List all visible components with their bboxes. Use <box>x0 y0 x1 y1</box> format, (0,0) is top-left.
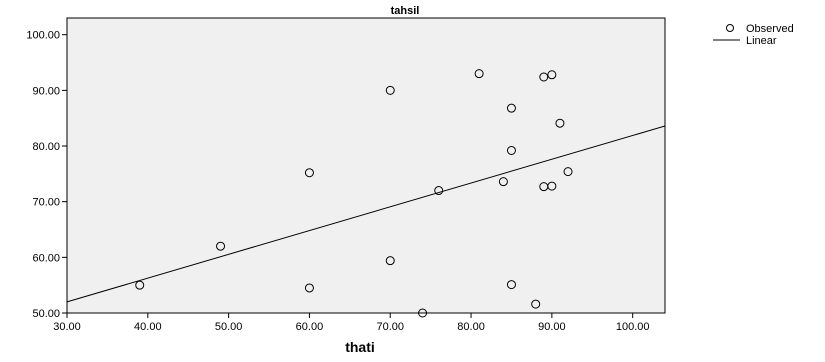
legend: Observed Linear <box>713 23 794 47</box>
scatter-points <box>135 69 573 318</box>
observed-point <box>474 69 484 79</box>
regression-line <box>66 125 666 303</box>
observed-point <box>304 168 314 178</box>
y-tick-label: 60.00 <box>32 252 60 264</box>
x-tick-label: 100.00 <box>616 321 650 333</box>
y-tick-label: 70.00 <box>32 197 60 209</box>
observed-point <box>385 85 395 95</box>
legend-observed-label: Observed <box>746 23 794 35</box>
x-tick-label: 80.00 <box>457 321 485 333</box>
observed-point <box>506 280 516 290</box>
observed-point <box>547 70 557 80</box>
observed-point <box>418 308 428 318</box>
observed-point <box>547 181 557 191</box>
observed-point <box>216 241 226 251</box>
observed-point <box>304 283 314 293</box>
observed-point <box>506 103 516 113</box>
observed-point <box>555 118 565 128</box>
y-tick-label: 50.00 <box>32 308 60 320</box>
observed-point <box>385 256 395 266</box>
x-tick-label: 60.00 <box>296 321 324 333</box>
observed-point <box>506 145 516 155</box>
x-tick-label: 30.00 <box>53 321 81 333</box>
x-tick-label: 90.00 <box>538 321 566 333</box>
observed-point <box>135 280 145 290</box>
observed-point <box>434 186 444 196</box>
observed-point <box>539 72 549 82</box>
legend-observed-marker <box>726 24 734 32</box>
plot-area <box>66 17 666 314</box>
observed-point <box>498 177 508 187</box>
chart-title: tahsil <box>391 5 420 17</box>
x-tick-label: 70.00 <box>376 321 404 333</box>
x-axis-label: thati <box>345 339 375 355</box>
x-tick-label: 40.00 <box>134 321 162 333</box>
observed-point <box>531 299 541 309</box>
y-tick-label: 80.00 <box>32 141 60 153</box>
observed-point <box>563 167 573 177</box>
x-tick-label: 50.00 <box>215 321 243 333</box>
y-tick-label: 90.00 <box>32 85 60 97</box>
y-tick-label: 100.00 <box>26 30 60 42</box>
x-axis-ticks: 30.00 40.00 50.00 60.00 70.00 80.00 90.00 100.0… <box>53 313 650 333</box>
y-axis-ticks: 50.00 60.00 70.00 80.00 90.00 100.00 <box>26 30 67 320</box>
legend-linear-label: Linear <box>746 35 777 47</box>
regression-line-group <box>66 125 666 303</box>
